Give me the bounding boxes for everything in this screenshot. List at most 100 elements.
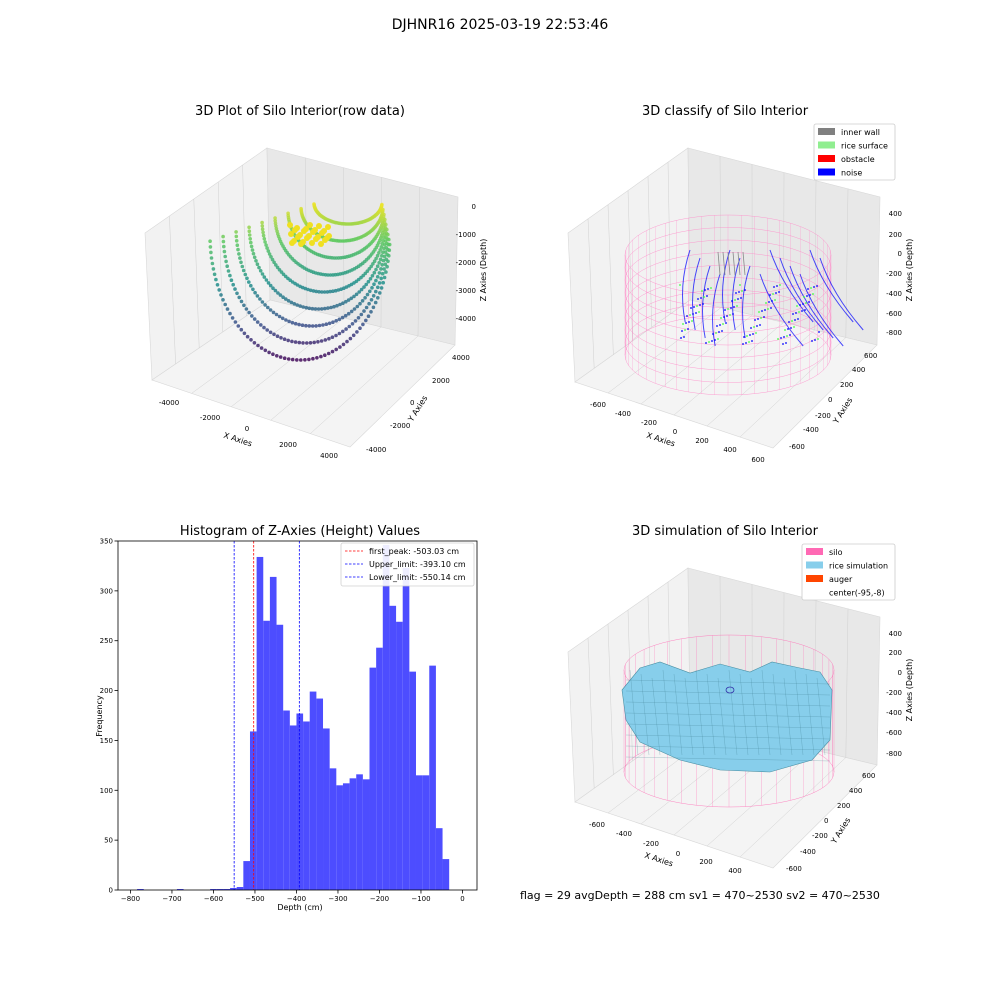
histogram-bar <box>369 667 377 890</box>
histogram-bar <box>409 671 416 890</box>
raw-point <box>326 233 332 239</box>
rice-surface-point <box>696 305 698 307</box>
noise-point <box>797 318 799 320</box>
surface-mesh-line <box>625 701 831 707</box>
raw-point <box>367 301 371 306</box>
rice-surface-point <box>679 284 681 286</box>
raw-point <box>315 356 319 360</box>
classify-y-tick: -400 <box>803 426 819 434</box>
noise-point <box>688 321 690 323</box>
raw-point <box>316 340 320 344</box>
noise-point <box>761 310 763 312</box>
rice-surface-point <box>717 338 719 340</box>
surface-mesh-line <box>750 677 760 756</box>
classify-y-tick: 400 <box>852 366 865 374</box>
gridline <box>587 637 595 789</box>
raw-point <box>325 290 330 294</box>
raw-x-tick: -2000 <box>200 414 220 422</box>
classify-y-tick: -600 <box>789 443 805 451</box>
raw-point <box>384 257 389 262</box>
raw-point <box>356 316 361 320</box>
surface-mesh-line <box>662 669 672 756</box>
raw-point <box>255 262 260 267</box>
rice-surface-point <box>720 317 722 319</box>
raw-point <box>266 281 271 285</box>
noise-point <box>740 297 742 299</box>
raw-point <box>382 225 386 230</box>
legend-label: center(-95,-8) <box>829 589 885 598</box>
rice-surface-point <box>760 317 762 319</box>
raw-point <box>272 260 276 265</box>
raw-point <box>377 271 382 275</box>
raw-point <box>334 319 339 323</box>
noise-track <box>809 249 854 323</box>
noise-point <box>680 337 682 339</box>
histogram-bar <box>263 620 270 890</box>
raw-point <box>263 240 267 244</box>
x-tick-label: −300 <box>328 895 347 903</box>
noise-point <box>757 318 759 320</box>
raw-point <box>240 264 245 269</box>
surface-mesh-line <box>684 677 694 756</box>
legend-label: noise <box>841 169 862 178</box>
raw-point <box>339 287 343 292</box>
raw-point <box>233 320 238 324</box>
raw-point <box>301 228 307 234</box>
raw-y-tick: -4000 <box>366 446 386 454</box>
raw-point <box>260 224 265 228</box>
raw-point <box>252 317 257 321</box>
simulation-z-tick: -600 <box>886 729 902 737</box>
raw-point <box>234 239 239 243</box>
histogram-bar <box>396 621 403 890</box>
raw-point <box>297 322 301 327</box>
raw-point <box>298 304 303 308</box>
raw-point <box>239 260 243 265</box>
raw-point <box>366 279 371 284</box>
classify-x-tick: 200 <box>695 437 708 445</box>
raw-point <box>311 356 315 361</box>
raw-point <box>379 276 384 281</box>
simulation-legend: silo rice simulation auger center(-95,-8) <box>801 543 896 601</box>
status-footer: flag = 29 avgDepth = 288 cm sv1 = 470~25… <box>520 889 880 902</box>
raw-point <box>347 324 352 329</box>
rice-surface-point <box>684 329 686 331</box>
noise-point <box>702 303 704 305</box>
noise-point <box>700 297 702 299</box>
noise-point <box>718 331 720 333</box>
raw-point <box>299 358 303 362</box>
raw-point <box>229 278 234 283</box>
raw-point <box>338 345 342 349</box>
raw-point <box>319 354 323 359</box>
x-tick-label: −100 <box>411 895 430 903</box>
simulation-y-tick: 400 <box>849 787 862 795</box>
surface-mesh-line <box>794 669 804 756</box>
raw-point <box>317 290 321 294</box>
raw-point <box>348 336 353 341</box>
simulation-y-tick: 600 <box>862 772 875 780</box>
gridline <box>242 164 247 317</box>
histogram-bar <box>230 888 237 890</box>
legend-label: first_peak: -503.03 cm <box>369 547 459 556</box>
classify-z-tick: 400 <box>889 210 902 218</box>
histogram-bar <box>349 778 357 890</box>
raw-point <box>242 303 246 308</box>
gridline <box>706 749 815 847</box>
raw-point <box>231 282 235 287</box>
surface-mesh-line <box>739 673 749 756</box>
raw-point <box>346 298 351 302</box>
raw-point <box>290 339 294 344</box>
raw-point <box>268 330 273 335</box>
noise-point <box>801 310 803 312</box>
raw-point <box>210 261 215 266</box>
classify-y-tick: 200 <box>840 381 853 389</box>
surface-mesh-line <box>625 723 831 729</box>
classify-zlabel: Z Axies (Depth) <box>905 239 914 302</box>
raw-zlabel: Z Axies (Depth) <box>479 239 488 302</box>
histogram-bar <box>137 889 144 890</box>
raw-point <box>215 283 220 287</box>
raw-point <box>249 338 253 342</box>
simulation-zlabel: Z Axies (Depth) <box>905 659 914 722</box>
rice-surface-point <box>739 284 741 286</box>
rice-surface-point <box>784 329 786 331</box>
raw-point <box>303 358 307 362</box>
